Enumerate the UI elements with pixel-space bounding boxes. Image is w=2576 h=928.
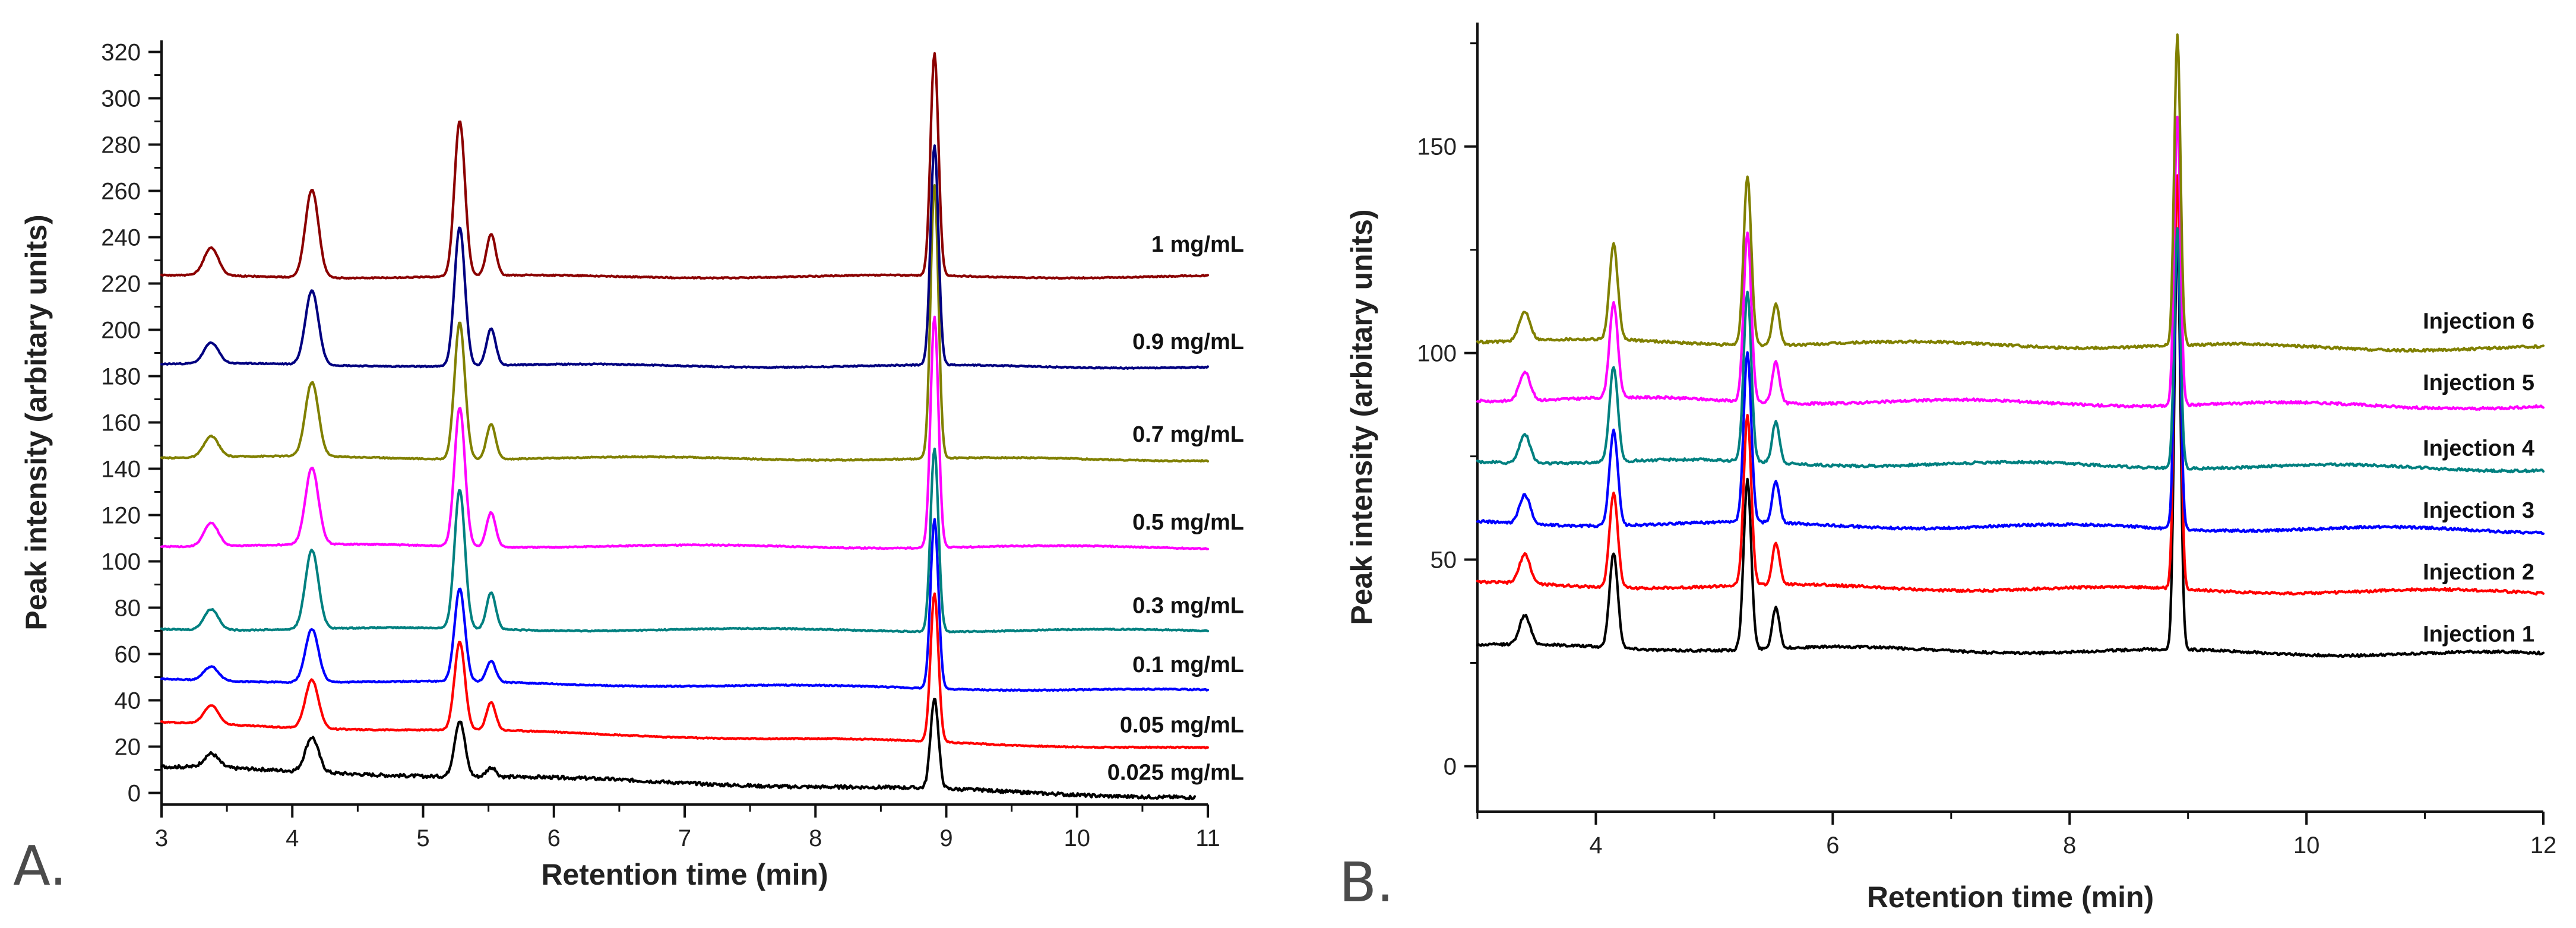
x-tick-label: 10	[1064, 825, 1091, 851]
series-trace	[160, 592, 1210, 750]
x-tick-label: 5	[416, 825, 429, 851]
y-tick-label: 300	[101, 86, 141, 112]
y-tick-label: 140	[101, 457, 141, 483]
series-trace	[160, 698, 1197, 800]
x-axis-title: Retention time (min)	[541, 858, 828, 891]
series-label: Injection 5	[2423, 370, 2534, 395]
x-tick-label: 7	[678, 825, 691, 851]
x-tick-label: 9	[939, 825, 952, 851]
panel-b-chart: B. 4 6 8 10 12 0 50 100 150 Retention time (min) P…	[1339, 23, 2556, 914]
y-tick-label: 100	[101, 549, 141, 575]
x-tick-label: 8	[809, 825, 822, 851]
y-tick-label: 0	[1444, 753, 1457, 780]
x-tick-label: 11	[1195, 825, 1220, 851]
panel-a-chart: A. 3 4 5 6 7 8 9 10 11 0 20 40 60 80 100 120 140 160 180 20…	[13, 40, 1244, 898]
y-tick-label: 180	[101, 364, 141, 390]
series-label: Injection 4	[2423, 436, 2534, 461]
series-trace	[1476, 227, 2545, 474]
y-tick-label: 200	[101, 318, 141, 344]
x-tick-label: 4	[1589, 832, 1602, 859]
y-tick-label: 260	[101, 179, 141, 205]
series-label: Injection 2	[2423, 560, 2534, 585]
y-tick-label: 320	[101, 40, 141, 66]
series-trace	[1476, 33, 2545, 353]
series-trace	[1476, 174, 2545, 596]
y-tick-label: 280	[101, 132, 141, 159]
series-label: 0.7 mg/mL	[1132, 422, 1244, 447]
series-trace	[1476, 231, 2545, 535]
panel-a-letter: A.	[13, 834, 67, 898]
y-axis-title: Peak intensity (arbitary units)	[1345, 209, 1378, 625]
y-tick-label: 50	[1431, 547, 1457, 574]
y-tick-label: 0	[128, 781, 141, 807]
series-label: 0.9 mg/mL	[1132, 330, 1244, 354]
series-label: Injection 1	[2423, 622, 2534, 647]
y-tick-label: 120	[101, 503, 141, 529]
y-axis-title: Peak intensity (arbitary units)	[20, 214, 53, 630]
y-tick-label: 100	[1417, 341, 1457, 367]
y-tick-label: 80	[115, 596, 141, 622]
x-tick-label: 3	[155, 825, 168, 851]
x-tick-label: 6	[1826, 832, 1839, 859]
series-trace	[160, 518, 1210, 692]
series-trace	[160, 315, 1210, 550]
panel-b-letter: B.	[1339, 851, 1394, 914]
y-tick-label: 160	[101, 410, 141, 436]
series-trace	[1476, 233, 2545, 658]
x-tick-label: 8	[2063, 832, 2076, 859]
x-tick-label: 4	[286, 825, 299, 851]
x-tick-label: 6	[548, 825, 561, 851]
series-label: 0.1 mg/mL	[1132, 653, 1244, 677]
x-tick-label: 10	[2293, 832, 2320, 859]
series-label: Injection 6	[2423, 309, 2534, 334]
series-label: 0.5 mg/mL	[1132, 510, 1244, 535]
y-tick-label: 240	[101, 225, 141, 251]
y-tick-label: 150	[1417, 134, 1457, 160]
series-trace	[160, 52, 1210, 280]
series-label: Injection 3	[2423, 498, 2534, 523]
series-label: 0.05 mg/mL	[1120, 712, 1244, 737]
series-label: 0.3 mg/mL	[1132, 594, 1244, 619]
y-tick-label: 40	[115, 688, 141, 714]
series-trace	[160, 144, 1210, 370]
series-trace	[1476, 115, 2545, 411]
y-tick-label: 60	[115, 642, 141, 668]
y-tick-label: 20	[115, 734, 141, 761]
series-trace	[160, 447, 1210, 634]
y-tick-label: 220	[101, 271, 141, 297]
series-label: 0.025 mg/mL	[1107, 760, 1244, 785]
series-label: 1 mg/mL	[1151, 232, 1244, 257]
x-axis-title: Retention time (min)	[1867, 881, 2154, 914]
series-trace	[160, 184, 1210, 463]
x-tick-label: 12	[2530, 832, 2557, 859]
panel-b-axes	[1476, 23, 2543, 813]
